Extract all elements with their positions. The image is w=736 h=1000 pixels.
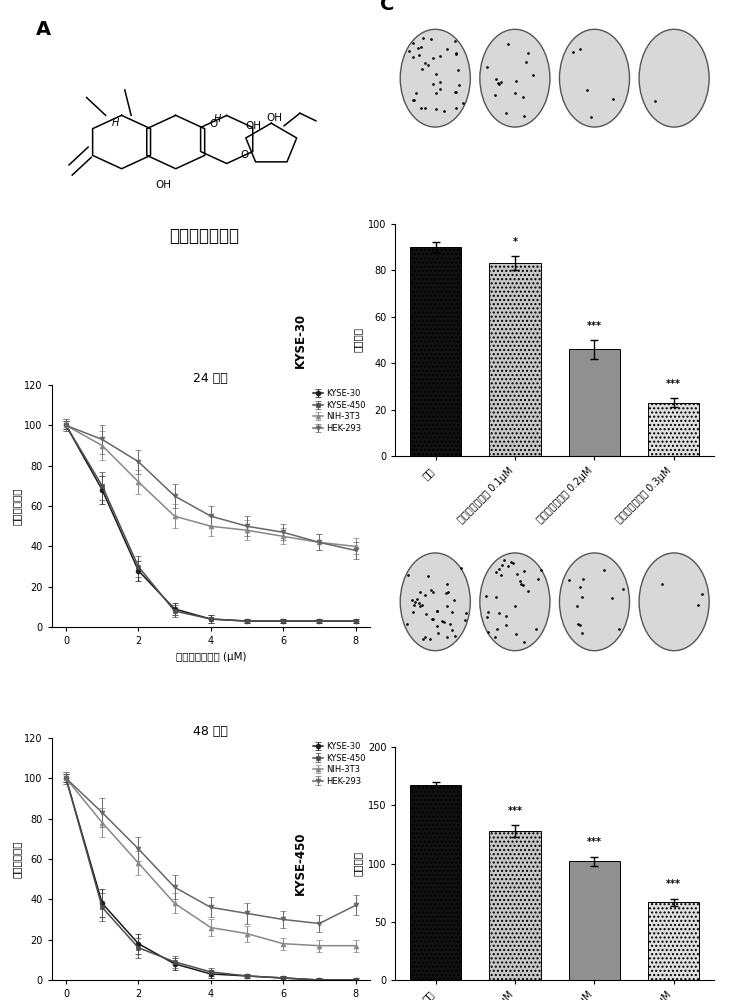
Text: ***: *** [666, 879, 681, 889]
Y-axis label: 细胞相对活性: 细胞相对活性 [11, 487, 21, 525]
Text: A: A [35, 20, 51, 39]
Text: KYSE-30: KYSE-30 [294, 312, 306, 368]
Text: KYSE-450: KYSE-450 [294, 832, 306, 895]
Text: H: H [112, 118, 119, 128]
Ellipse shape [480, 29, 550, 127]
Bar [410, 247, 461, 456]
Bar [410, 785, 461, 980]
Text: OH: OH [246, 121, 262, 131]
Text: OH: OH [266, 113, 283, 123]
Text: ***: *** [508, 806, 523, 816]
Bar [489, 263, 541, 456]
Ellipse shape [400, 553, 470, 651]
Ellipse shape [559, 29, 629, 127]
Bar [569, 861, 620, 980]
Legend: KYSE-30, KYSE-450, NIH-3T3, HEK-293: KYSE-30, KYSE-450, NIH-3T3, HEK-293 [313, 389, 366, 433]
Text: ***: *** [587, 837, 602, 847]
Text: O: O [210, 119, 218, 129]
Text: H: H [213, 114, 221, 124]
Text: C: C [380, 0, 394, 14]
Text: OH: OH [155, 180, 171, 190]
Title: 24 小时: 24 小时 [194, 372, 228, 385]
X-axis label: 长管香茶菜甲素 (μM): 长管香茶菜甲素 (μM) [175, 652, 246, 662]
Ellipse shape [639, 553, 710, 651]
Bar [648, 403, 699, 456]
Bar [648, 902, 699, 980]
Bar [489, 831, 541, 980]
Text: O: O [240, 150, 248, 160]
Y-axis label: 克隆形成: 克隆形成 [353, 328, 363, 353]
Text: 长管香茶菜甲素: 长管香茶菜甲素 [169, 227, 239, 245]
Ellipse shape [400, 29, 470, 127]
Title: 48 小时: 48 小时 [194, 725, 228, 738]
Ellipse shape [639, 29, 710, 127]
Y-axis label: 细胞相对活性: 细胞相对活性 [11, 840, 21, 878]
Ellipse shape [559, 553, 629, 651]
Text: ***: *** [587, 321, 602, 331]
Legend: KYSE-30, KYSE-450, NIH-3T3, HEK-293: KYSE-30, KYSE-450, NIH-3T3, HEK-293 [313, 742, 366, 786]
Text: ***: *** [666, 379, 681, 389]
Text: *: * [512, 237, 517, 247]
Bar [569, 349, 620, 456]
Y-axis label: 克隆形成: 克隆形成 [353, 851, 362, 876]
Ellipse shape [480, 553, 550, 651]
